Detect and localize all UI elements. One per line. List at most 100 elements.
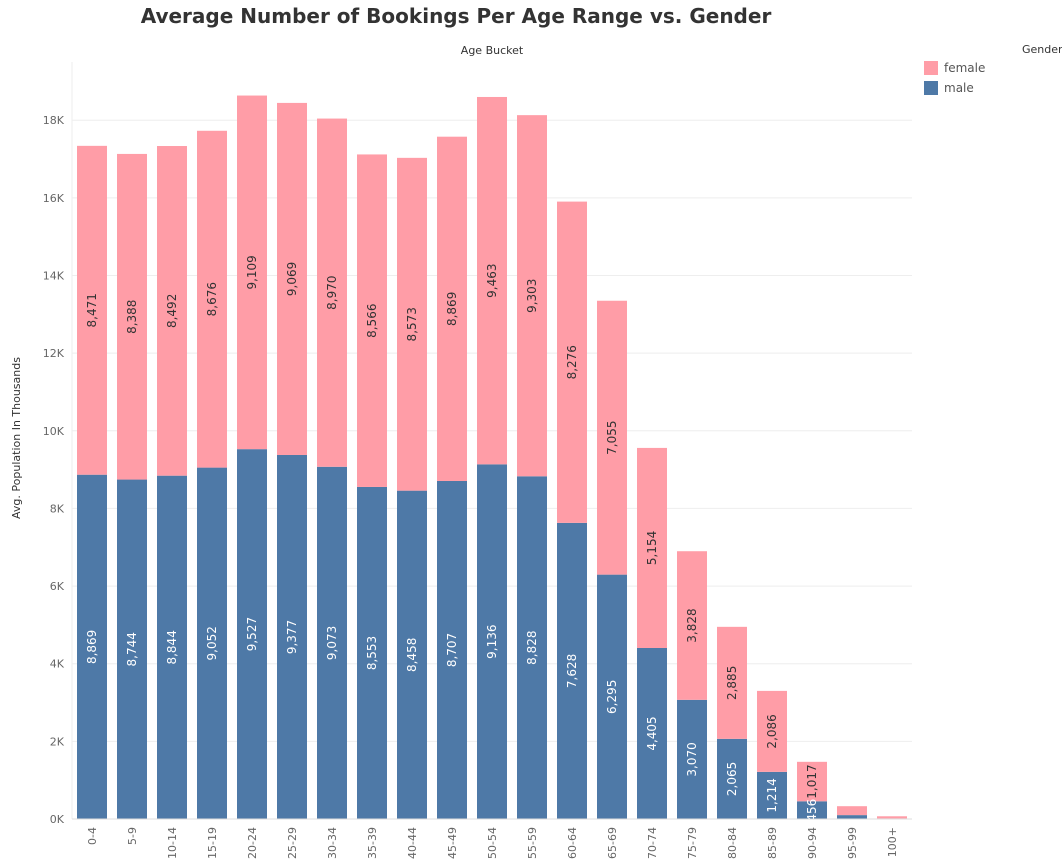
bar-male[interactable] — [637, 647, 667, 819]
x-tick-label: 75-79 — [686, 827, 699, 859]
bar-male[interactable] — [477, 464, 507, 819]
data-label-female: 1,017 — [805, 764, 819, 798]
bar-female[interactable] — [237, 95, 267, 450]
bar-male[interactable] — [837, 815, 867, 819]
legend-item-female[interactable]: female — [924, 58, 985, 78]
y-axis-title: Avg. Population In Thousands — [10, 357, 23, 519]
bar-male[interactable] — [757, 771, 787, 819]
bar-male[interactable] — [437, 480, 467, 819]
x-axis-title: Age Bucket — [461, 44, 524, 57]
x-tick-label: 80-84 — [726, 827, 739, 859]
data-label-female: 8,970 — [325, 275, 339, 309]
data-label-male: 9,527 — [245, 617, 259, 651]
bar-female[interactable] — [437, 136, 467, 481]
bar-female[interactable] — [517, 115, 547, 477]
x-tick-label: 0-4 — [86, 827, 99, 845]
bar-male[interactable] — [117, 479, 147, 819]
data-label-male: 7,628 — [565, 654, 579, 688]
x-tick-label: 40-44 — [406, 827, 419, 859]
bar-female[interactable] — [357, 154, 387, 487]
bar-female[interactable] — [77, 145, 107, 475]
y-tick-label: 14K — [43, 270, 65, 283]
y-tick-label: 18K — [43, 114, 65, 127]
x-tick-label: 25-29 — [286, 827, 299, 859]
bar-male[interactable] — [597, 574, 627, 819]
bar-female[interactable] — [557, 201, 587, 523]
bar-female[interactable] — [677, 551, 707, 700]
data-label-male: 8,869 — [85, 630, 99, 664]
x-tick-label: 20-24 — [246, 827, 259, 859]
x-tick-label: 50-54 — [486, 827, 499, 859]
bar-female[interactable] — [197, 130, 227, 468]
bar-male[interactable] — [157, 475, 187, 819]
data-label-female: 8,566 — [365, 304, 379, 338]
bar-male[interactable] — [237, 449, 267, 819]
data-label-male: 8,553 — [365, 636, 379, 670]
x-tick-label: 45-49 — [446, 827, 459, 859]
data-label-female: 8,573 — [405, 307, 419, 341]
bar-female[interactable] — [117, 153, 147, 480]
legend-label-male: male — [944, 81, 974, 95]
y-axis: 0K 2K 4K 6K 8K 10K 12K 14K 16K 18K — [43, 114, 65, 826]
bar-male[interactable] — [397, 490, 427, 819]
bar-female[interactable] — [277, 102, 307, 455]
bar-female[interactable] — [477, 96, 507, 465]
data-label-female: 9,463 — [485, 263, 499, 297]
data-label-male: 6,295 — [605, 680, 619, 714]
data-label-female: 9,069 — [285, 262, 299, 296]
bar-female[interactable] — [837, 806, 867, 816]
bar-male[interactable] — [277, 454, 307, 819]
y-tick-label: 12K — [43, 347, 65, 360]
bar-female[interactable] — [717, 626, 747, 739]
data-label-male: 8,828 — [525, 630, 539, 664]
data-label-female: 8,471 — [85, 293, 99, 327]
bar-male[interactable] — [357, 486, 387, 819]
y-tick-label: 2K — [50, 735, 65, 748]
x-tick-label: 30-34 — [326, 827, 339, 859]
data-label-female: 9,109 — [245, 255, 259, 289]
x-tick-label: 85-89 — [766, 827, 779, 859]
bar-male[interactable] — [197, 467, 227, 819]
y-tick-label: 8K — [50, 502, 65, 515]
data-label-male: 9,052 — [205, 626, 219, 660]
bar-male[interactable] — [77, 474, 107, 819]
bar-male[interactable] — [677, 699, 707, 819]
bar-female[interactable] — [797, 761, 827, 802]
data-labels: 8,869 8,471 8,744 8,388 8,844 8,492 9,052 8,676… — [85, 255, 819, 821]
data-label-male: 4,405 — [645, 716, 659, 750]
chart-title: Average Number of Bookings Per Age Range… — [140, 4, 772, 28]
bar-male[interactable] — [517, 476, 547, 819]
bar-female[interactable] — [317, 118, 347, 467]
bar-female[interactable] — [597, 300, 627, 575]
data-label-male: 8,458 — [405, 638, 419, 672]
bar-female[interactable] — [397, 157, 427, 491]
bar-female[interactable] — [637, 447, 667, 648]
bar-female[interactable] — [157, 146, 187, 476]
data-label-male: 8,844 — [165, 630, 179, 664]
data-label-female: 2,086 — [765, 714, 779, 748]
bars — [77, 95, 907, 819]
y-tick-label: 10K — [43, 425, 65, 438]
data-label-male: 8,707 — [445, 633, 459, 667]
data-label-female: 3,828 — [685, 608, 699, 642]
data-label-female: 8,869 — [445, 292, 459, 326]
data-label-male: 8,744 — [125, 632, 139, 666]
data-label-male: 2,065 — [725, 762, 739, 796]
bar-male[interactable] — [317, 466, 347, 819]
data-label-female: 7,055 — [605, 421, 619, 455]
legend-item-male[interactable]: male — [924, 78, 985, 98]
bar-male[interactable] — [557, 522, 587, 819]
data-label-female: 8,676 — [205, 282, 219, 316]
bar-male[interactable] — [717, 738, 747, 819]
data-label-male: 9,377 — [285, 620, 299, 654]
y-tick-label: 16K — [43, 192, 65, 205]
x-tick-label: 65-69 — [606, 827, 619, 859]
bar-female[interactable] — [757, 690, 787, 772]
x-tick-label: 5-9 — [126, 827, 139, 845]
bar-female[interactable] — [877, 816, 907, 819]
bar-male[interactable] — [797, 801, 827, 819]
data-label-female: 2,885 — [725, 666, 739, 700]
x-tick-label: 35-39 — [366, 827, 379, 859]
legend-swatch-male — [924, 81, 938, 95]
